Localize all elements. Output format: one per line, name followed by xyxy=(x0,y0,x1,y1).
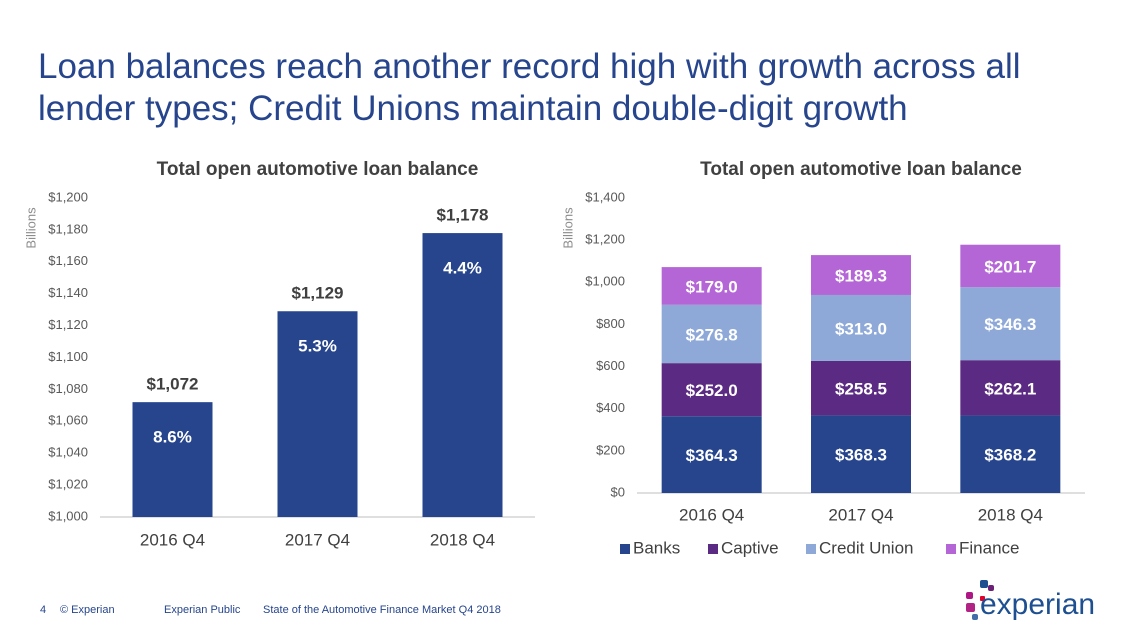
legend-swatch xyxy=(946,544,956,554)
legend-swatch xyxy=(708,544,718,554)
legend-label: Finance xyxy=(959,538,1019,557)
y-tick-label: $1,200 xyxy=(585,232,625,247)
bar xyxy=(422,233,503,517)
bar-segment xyxy=(811,255,911,295)
value-label: $368.3 xyxy=(835,446,887,465)
y-tick-label: $1,060 xyxy=(48,413,88,428)
value-label: $179.0 xyxy=(686,277,738,296)
growth-label: 4.4% xyxy=(443,259,482,278)
legend-label: Credit Union xyxy=(819,538,914,557)
x-tick-label: 2016 Q4 xyxy=(140,530,205,549)
legend-label: Banks xyxy=(633,538,680,557)
bar-segment xyxy=(811,360,911,416)
x-tick-label: 2017 Q4 xyxy=(285,530,350,549)
document-name: State of the Automotive Finance Market Q… xyxy=(263,604,501,616)
copyright: © Experian xyxy=(60,604,115,616)
classification: Experian Public xyxy=(164,604,241,616)
y-tick-label: $600 xyxy=(596,358,625,373)
x-tick-label: 2018 Q4 xyxy=(978,505,1043,524)
value-label: $276.8 xyxy=(686,325,738,344)
bar-segment xyxy=(960,244,1061,288)
value-label: $368.2 xyxy=(984,446,1036,465)
value-label: $258.5 xyxy=(835,380,887,399)
y-tick-label: $1,100 xyxy=(48,349,88,364)
legend-swatch xyxy=(620,544,630,554)
y-tick-label: $1,180 xyxy=(48,221,88,236)
y-tick-label: $1,000 xyxy=(48,508,88,523)
bar-segment xyxy=(661,267,762,305)
value-label: $262.1 xyxy=(984,379,1036,398)
bar xyxy=(132,402,213,517)
y-tick-label: $200 xyxy=(596,442,625,457)
bar-segment xyxy=(811,294,911,361)
value-label: $1,178 xyxy=(437,206,489,225)
x-tick-label: 2017 Q4 xyxy=(828,505,893,524)
bar-segment xyxy=(661,416,762,493)
bar-segment xyxy=(661,304,762,364)
chart-title: Total open automotive loan balance xyxy=(700,159,1022,180)
slide-title: Loan balances reach another record high … xyxy=(38,47,1021,128)
y-tick-label: $1,020 xyxy=(48,477,88,492)
y-tick-label: $1,040 xyxy=(48,445,88,460)
value-label: $189.3 xyxy=(835,267,887,286)
value-label: $252.0 xyxy=(686,381,738,400)
bar-segment xyxy=(960,360,1061,416)
value-label: $201.7 xyxy=(984,257,1036,276)
y-tick-label: $1,120 xyxy=(48,317,88,332)
y-tick-label: $400 xyxy=(596,400,625,415)
growth-label: 8.6% xyxy=(153,428,192,447)
y-tick-label: $1,000 xyxy=(585,274,625,289)
y-tick-label: $1,400 xyxy=(585,189,625,204)
y-tick-label: $1,080 xyxy=(48,381,88,396)
y-axis-label: Billions xyxy=(23,207,38,249)
logo: experian xyxy=(980,588,1095,621)
logo-dots xyxy=(966,580,994,620)
x-tick-label: 2018 Q4 xyxy=(430,530,495,549)
y-tick-label: $0 xyxy=(611,484,625,499)
legend-label: Captive xyxy=(721,538,779,557)
page-number: 4 xyxy=(40,604,46,616)
chart-title: Total open automotive loan balance xyxy=(157,159,479,180)
value-label: $346.3 xyxy=(984,315,1036,334)
y-tick-label: $1,140 xyxy=(48,285,88,300)
bar-segment xyxy=(811,415,911,493)
bar-segment xyxy=(960,415,1061,493)
y-tick-label: $800 xyxy=(596,316,625,331)
value-label: $364.3 xyxy=(686,446,738,465)
legend-swatch xyxy=(806,544,816,554)
value-label: $1,072 xyxy=(147,375,199,394)
bar-segment xyxy=(960,287,1061,361)
value-label: $1,129 xyxy=(292,284,344,303)
y-axis-label: Billions xyxy=(560,207,575,249)
bar-segment xyxy=(661,363,762,417)
growth-label: 5.3% xyxy=(298,337,337,356)
y-tick-label: $1,160 xyxy=(48,253,88,268)
value-label: $313.0 xyxy=(835,319,887,338)
bar xyxy=(277,311,358,517)
x-tick-label: 2016 Q4 xyxy=(679,505,744,524)
y-tick-label: $1,200 xyxy=(48,189,88,204)
